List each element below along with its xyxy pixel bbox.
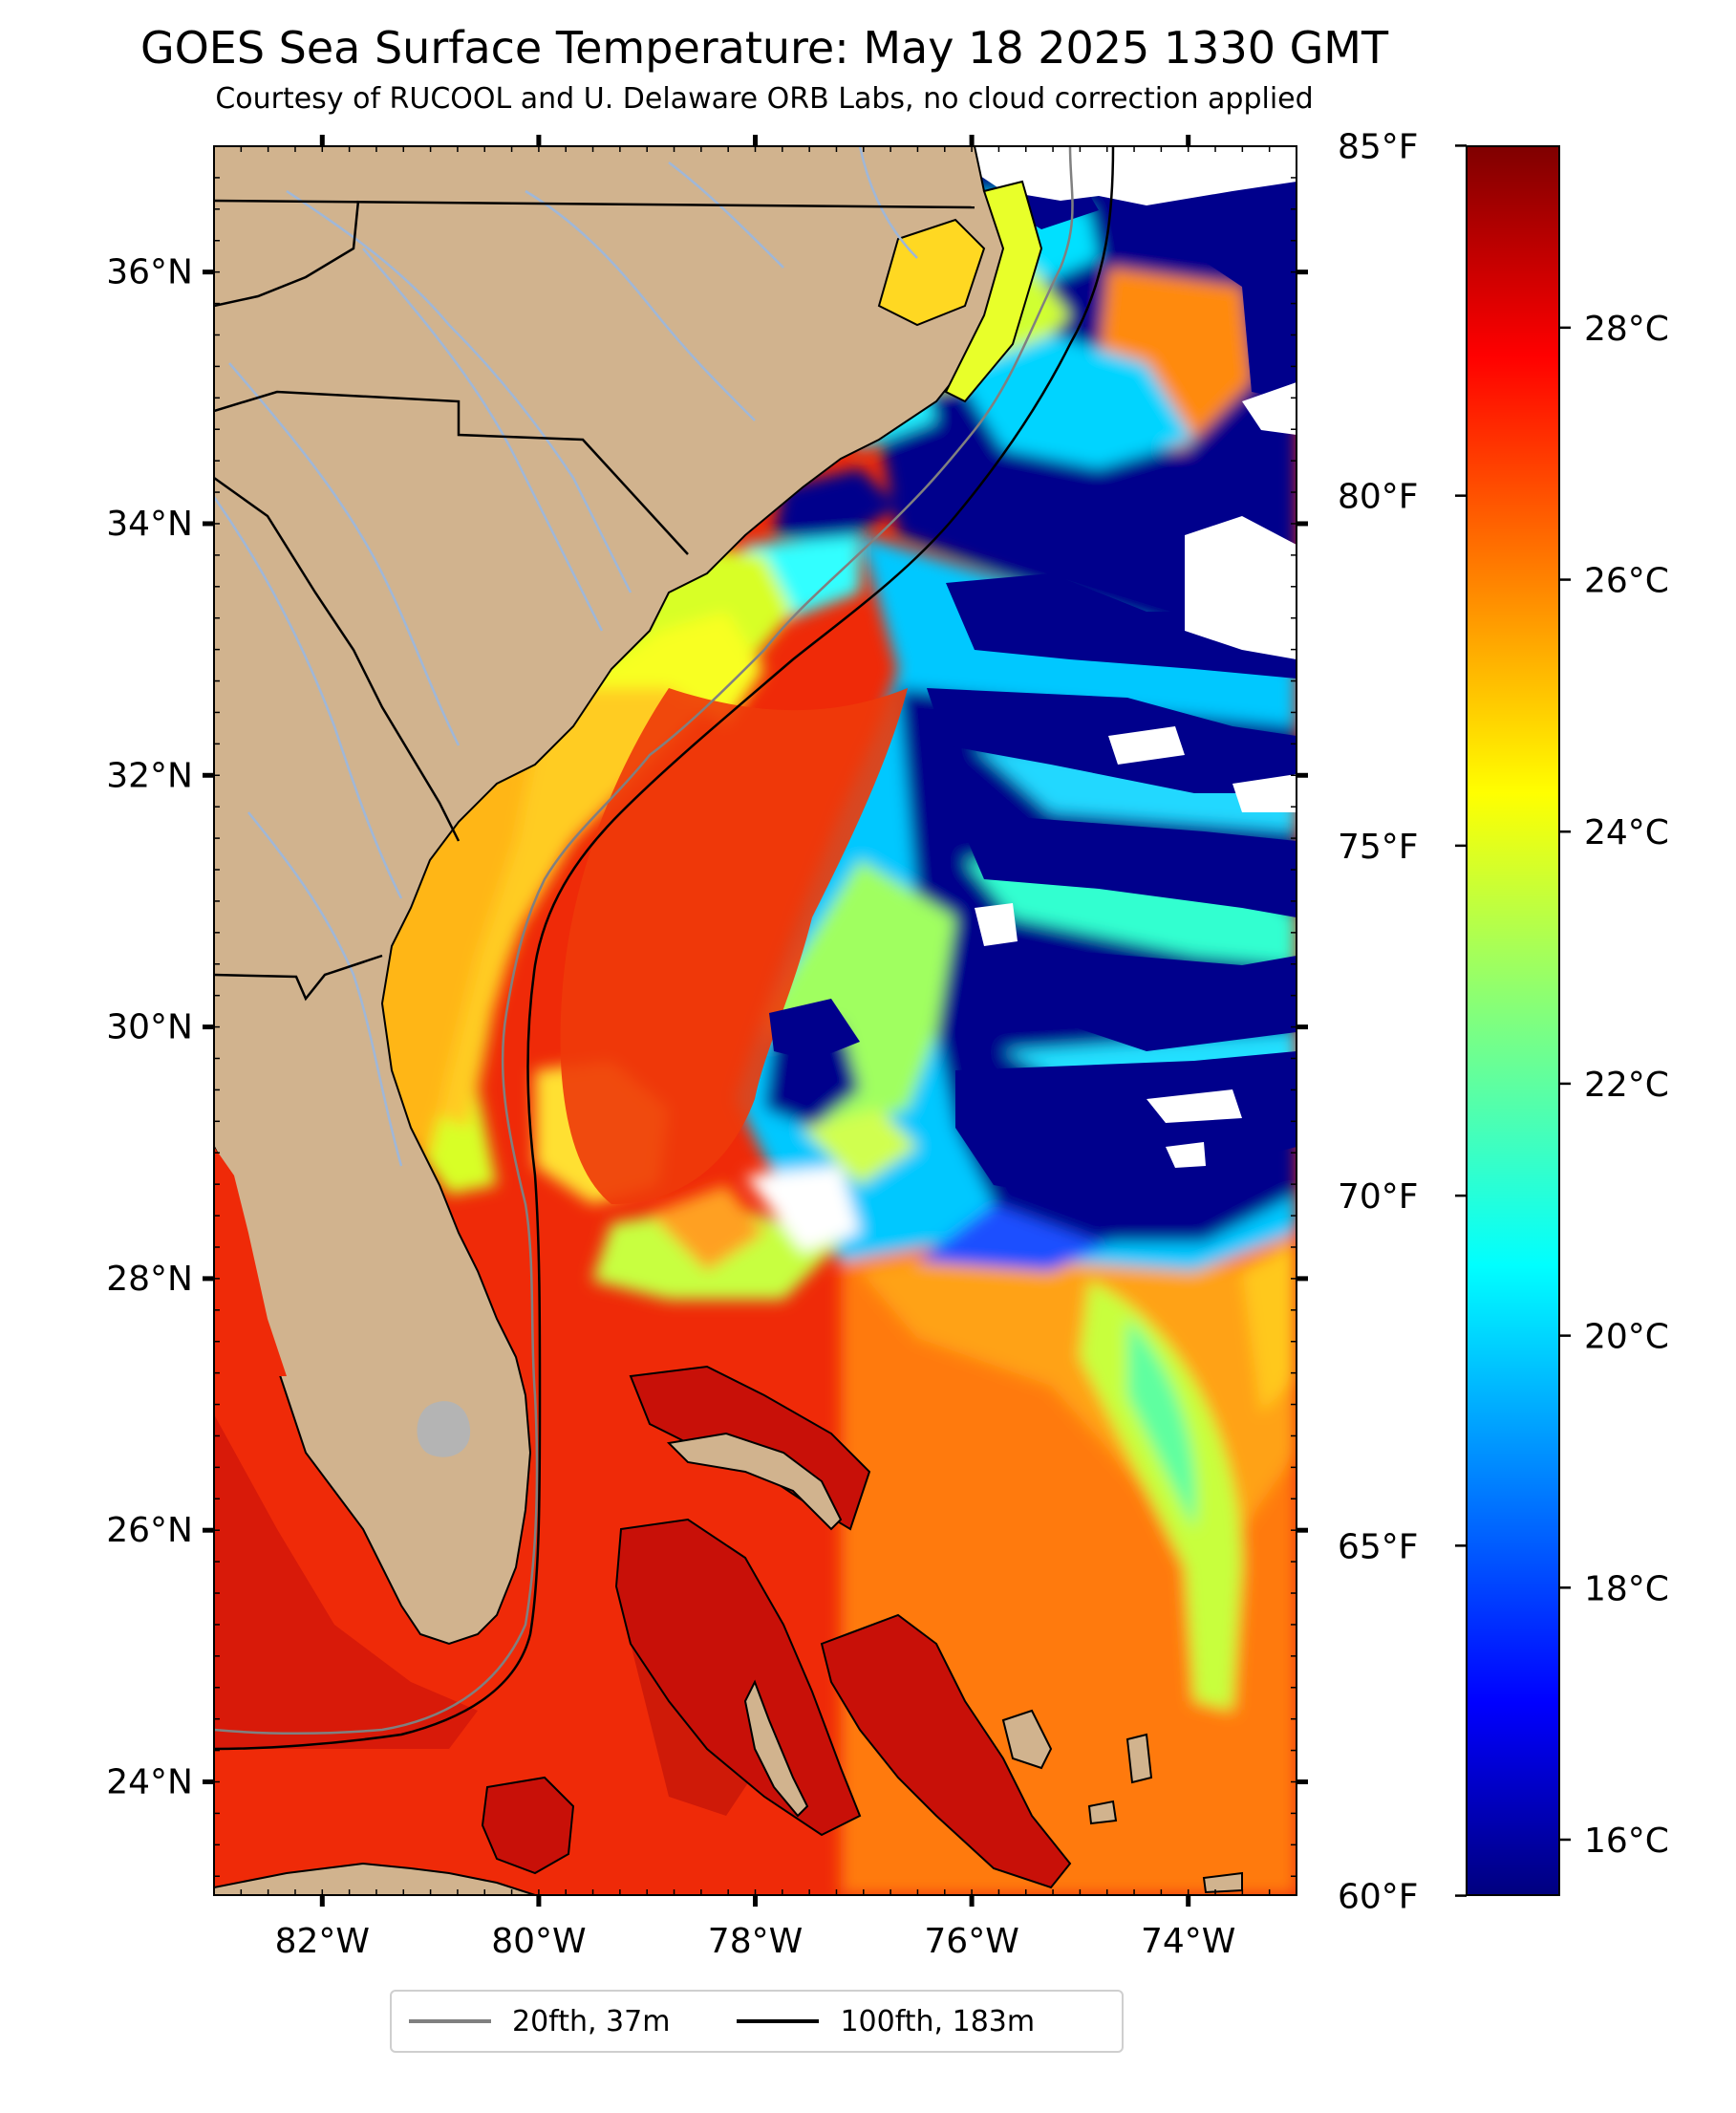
lon-label: 80°W	[491, 1922, 586, 1961]
isobath-20fth	[214, 146, 1074, 1735]
legend-label-20fth: 20fth, 37m	[512, 2004, 671, 2038]
legend-label-100fth: 100fth, 183m	[840, 2004, 1036, 2038]
celsius-label: 18°C	[1584, 1569, 1669, 1608]
state-borders	[214, 199, 975, 1002]
map-tick-labels: 82°W 80°W 78°W 76°W 74°W 24°N 26°N 28°N 30°N 32°N…	[106, 253, 1235, 1961]
gulf-stream-core	[560, 688, 908, 1204]
lat-label: 28°N	[106, 1260, 193, 1299]
isobath-legend: 20fth, 37m 100fth, 183m	[390, 1990, 1124, 2053]
gulf-dark-warm	[214, 1414, 478, 1749]
map-ticks	[203, 135, 1308, 1907]
celsius-label: 28°C	[1584, 310, 1669, 349]
lat-label: 34°N	[106, 505, 193, 544]
lat-label: 36°N	[106, 253, 193, 292]
celsius-label: 20°C	[1584, 1318, 1669, 1357]
lon-label: 74°W	[1141, 1922, 1235, 1961]
legend-item-20fth: 20fth, 37m	[409, 2005, 670, 2038]
map-subtitle: Courtesy of RUCOOL and U. Delaware ORB L…	[215, 82, 1314, 116]
us-landmass	[214, 146, 1015, 1646]
bahamas-banks	[481, 1365, 1153, 1889]
fahrenheit-label: 60°F	[1338, 1878, 1419, 1917]
lat-label: 32°N	[106, 756, 193, 795]
isobath-100fth	[214, 146, 1115, 1751]
fahrenheit-label: 65°F	[1338, 1527, 1419, 1566]
outer-banks-water	[944, 180, 1043, 403]
florida-west-coast-water	[214, 1147, 287, 1376]
cloud-mask	[955, 146, 1297, 1168]
lat-label: 26°N	[106, 1511, 193, 1550]
cuba-landmass	[214, 1862, 536, 1895]
fahrenheit-label: 70°F	[1338, 1177, 1419, 1217]
map-area	[214, 146, 1297, 1895]
celsius-label: 26°C	[1584, 562, 1669, 601]
lat-label: 24°N	[106, 1763, 193, 1802]
fahrenheit-label: 85°F	[1338, 127, 1419, 166]
lon-label: 78°W	[708, 1922, 803, 1961]
celsius-label: 22°C	[1584, 1066, 1669, 1105]
legend-item-100fth: 100fth, 183m	[737, 2005, 1035, 2038]
lake-okeechobee	[417, 1401, 471, 1457]
lon-label: 76°W	[924, 1922, 1018, 1961]
legend-line-20fth	[409, 2019, 491, 2023]
fahrenheit-label: 75°F	[1338, 828, 1419, 867]
lon-label: 82°W	[275, 1922, 370, 1961]
legend-line-100fth	[737, 2019, 820, 2023]
colorbar-ticks: 16°C 18°C 20°C 22°C 24°C 26°C 28°C 60°F 65°F 70°F…	[1338, 127, 1669, 1916]
colorbar	[1466, 145, 1560, 1896]
lat-label: 30°N	[106, 1008, 193, 1047]
map-title: GOES Sea Surface Temperature: May 18 202…	[139, 22, 1389, 74]
celsius-label: 16°C	[1584, 1822, 1669, 1861]
rivers	[214, 146, 918, 1167]
fahrenheit-label: 80°F	[1338, 478, 1419, 517]
celsius-label: 24°C	[1584, 813, 1669, 852]
